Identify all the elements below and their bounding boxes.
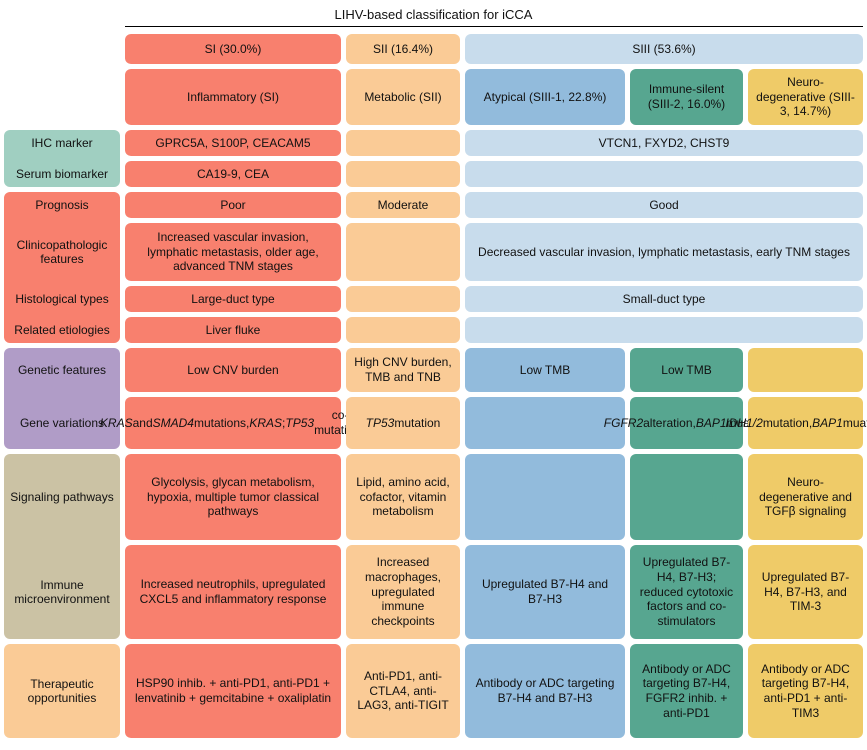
row-label-prognosis: Prognosis	[35, 197, 89, 212]
cell-histo-siii: Small-duct type	[465, 286, 863, 312]
col-header-siii: SIII (53.6%)	[465, 34, 863, 64]
subtype-header-neurodegenerative: Neuro-degenerative (SIII-3, 14.7%)	[748, 69, 863, 125]
cell-prognosis-si: Poor	[125, 192, 341, 218]
cell-thera-siii2: Antibody or ADC targeting B7-H4, FGFR2 i…	[630, 644, 743, 738]
cell-etio-sii-empty	[346, 317, 460, 343]
cell-genetic-si: Low CNV burden	[125, 348, 341, 392]
cell-ihc-siii: VTCN1, FXYD2, CHST9	[465, 130, 863, 156]
cell-genevar-siii1-empty	[465, 397, 625, 449]
cell-signaling-siii3: Neuro-degenerative and TGFβ signaling	[748, 454, 863, 540]
subtype-header-inflammatory: Inflammatory (SI)	[125, 69, 341, 125]
cell-ihc-si: GPRC5A, S100P, CEACAM5	[125, 130, 341, 156]
row-label-group-biomarkers: IHC marker Serum biomarker	[4, 130, 120, 187]
subtype-header-atypical: Atypical (SIII-1, 22.8%)	[465, 69, 625, 125]
cell-etio-siii-empty	[465, 317, 863, 343]
row-label-ihc-marker: IHC marker	[31, 135, 93, 150]
cell-histo-sii-empty	[346, 286, 460, 312]
cell-signaling-siii2-empty	[630, 454, 743, 540]
cell-immune-sii: Increased macrophages, upregulated immun…	[346, 545, 460, 639]
row-label-immune-microenvironment: Immune microenvironment	[14, 577, 110, 606]
row-label-group-pathways: Signaling pathways Immune microenvironme…	[4, 454, 120, 639]
subtype-header-immune-silent: Immune-silent (SIII-2, 16.0%)	[630, 69, 743, 125]
cell-thera-siii1: Antibody or ADC targeting B7-H4 and B7-H…	[465, 644, 625, 738]
col-header-si: SI (30.0%)	[125, 34, 341, 64]
row-label-group-clinical: Prognosis Clinicopathologic features His…	[4, 192, 120, 343]
figure-title: LIHV-based classification for iCCA	[334, 7, 533, 22]
cell-signaling-si: Glycolysis, glycan metabolism, hypoxia, …	[125, 454, 341, 540]
cell-etio-si: Liver fluke	[125, 317, 341, 343]
row-label-gene-variations: Gene variations	[19, 415, 105, 430]
row-label-therapeutic-opportunities: Therapeutic opportunities	[27, 676, 97, 705]
row-label-clinicopathologic-features: Clinicopathologic features	[16, 237, 108, 266]
row-label-group-therapeutics: Therapeutic opportunities	[4, 644, 120, 738]
cell-genevar-siii3: IDH1/2 mutation, BAP1 muation	[725, 397, 867, 449]
cell-genetic-sii: High CNV burden, TMB and TNB	[346, 348, 460, 392]
cell-immune-siii1: Upregulated B7-H4 and B7-H3	[465, 545, 625, 639]
cell-prognosis-sii: Moderate	[346, 192, 460, 218]
cell-genetic-siii3-empty	[748, 348, 863, 392]
col-header-sii: SII (16.4%)	[346, 34, 460, 64]
cell-immune-siii3: Upregulated B7-H4, B7-H3, and TIM-3	[748, 545, 863, 639]
cell-histo-si: Large-duct type	[125, 286, 341, 312]
cell-signaling-siii1-empty	[465, 454, 625, 540]
cell-clinico-siii: Decreased vascular invasion, lymphatic m…	[465, 223, 863, 281]
row-label-group-genetics: Genetic features Gene variations	[4, 348, 120, 449]
row-label-signaling-pathways: Signaling pathways	[10, 489, 114, 504]
title-underline	[125, 26, 863, 27]
cell-immune-si: Increased neutrophils, upregulated CXCL5…	[125, 545, 341, 639]
cell-genevar-si: KRAS and SMAD4 mutations, KRAS; TP53 co-…	[100, 397, 366, 449]
cell-thera-sii: Anti-PD1, anti-CTLA4, anti-LAG3, anti-TI…	[346, 644, 460, 738]
cell-genetic-siii2: Low TMB	[630, 348, 743, 392]
cell-clinico-sii-empty	[346, 223, 460, 281]
row-label-histological-types: Histological types	[15, 291, 109, 306]
cell-genetic-siii1: Low TMB	[465, 348, 625, 392]
cell-immune-siii2: Upregulated B7-H4, B7-H3; reduced cytoto…	[630, 545, 743, 639]
classification-grid: SI (30.0%) SII (16.4%) SIII (53.6%) Infl…	[4, 34, 867, 738]
row-label-related-etiologies: Related etiologies	[14, 322, 110, 337]
cell-thera-si: HSP90 inhib. + anti-PD1, anti-PD1 + lenv…	[125, 644, 341, 738]
cell-prognosis-siii: Good	[465, 192, 863, 218]
cell-serum-sii-empty	[346, 161, 460, 187]
cell-thera-siii3: Antibody or ADC targeting B7-H4, anti-PD…	[748, 644, 863, 738]
cell-clinico-si: Increased vascular invasion, lymphatic m…	[125, 223, 341, 281]
row-label-serum-biomarker: Serum biomarker	[15, 166, 109, 181]
cell-serum-siii-empty	[465, 161, 863, 187]
cell-ihc-sii-empty	[346, 130, 460, 156]
cell-signaling-sii: Lipid, amino acid, cofactor, vitamin met…	[346, 454, 460, 540]
cell-serum-si: CA19-9, CEA	[125, 161, 341, 187]
subtype-header-metabolic: Metabolic (SII)	[346, 69, 460, 125]
cell-genevar-sii: TP53 mutation	[346, 397, 460, 449]
row-label-genetic-features: Genetic features	[17, 362, 107, 377]
